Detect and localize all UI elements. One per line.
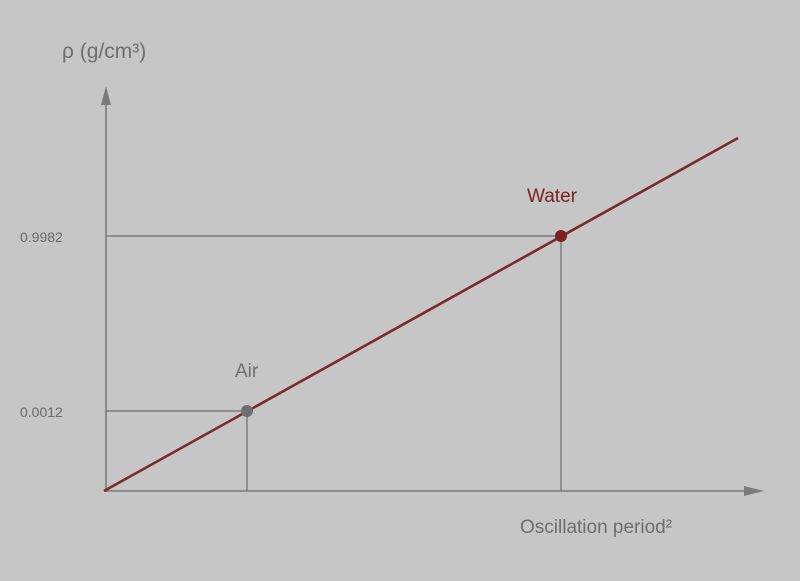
water-point [555, 230, 567, 242]
water-label: Water [527, 186, 578, 207]
x-axis-arrowhead [744, 486, 764, 496]
air-label: Air [235, 361, 259, 382]
calibration-line [103, 136, 739, 493]
tick-label-water: 0.9982 [20, 229, 63, 245]
tick-label-air: 0.0012 [20, 404, 63, 420]
x-axis-label: Oscillation period² [520, 517, 672, 538]
y-axis-arrowhead [101, 86, 111, 105]
y-axis-label: ρ (g/cm³) [62, 40, 146, 63]
air-point [241, 405, 253, 417]
